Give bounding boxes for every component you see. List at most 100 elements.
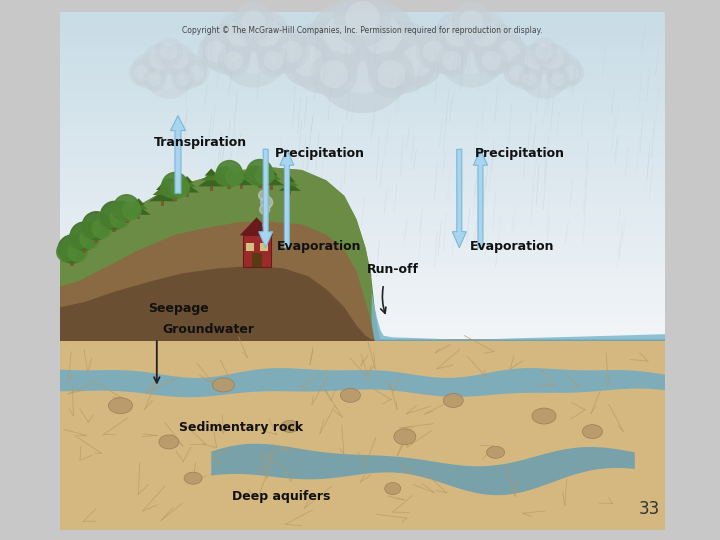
Circle shape xyxy=(552,60,575,82)
Bar xyxy=(60,68,665,74)
Bar xyxy=(60,192,665,197)
Circle shape xyxy=(368,51,415,98)
Bar xyxy=(210,185,212,191)
Polygon shape xyxy=(279,183,301,191)
Bar xyxy=(70,259,74,266)
Ellipse shape xyxy=(109,397,132,414)
Bar xyxy=(60,158,665,164)
Circle shape xyxy=(253,20,281,47)
Circle shape xyxy=(82,212,110,240)
Bar xyxy=(60,197,665,203)
Circle shape xyxy=(246,166,264,184)
Circle shape xyxy=(513,60,536,82)
Bar xyxy=(60,298,665,304)
Circle shape xyxy=(274,33,310,70)
Circle shape xyxy=(482,51,501,70)
Circle shape xyxy=(475,44,508,77)
Bar xyxy=(60,309,665,315)
Circle shape xyxy=(436,11,480,56)
Circle shape xyxy=(247,159,273,186)
Circle shape xyxy=(558,60,585,86)
Polygon shape xyxy=(153,186,174,195)
Circle shape xyxy=(437,19,505,87)
Ellipse shape xyxy=(444,394,463,408)
Circle shape xyxy=(402,45,433,77)
Text: Sedimentary rock: Sedimentary rock xyxy=(179,421,304,434)
Bar xyxy=(94,235,99,242)
Circle shape xyxy=(122,201,141,219)
Polygon shape xyxy=(149,191,176,201)
Bar xyxy=(60,18,665,23)
Circle shape xyxy=(491,33,527,70)
Circle shape xyxy=(451,33,492,74)
Circle shape xyxy=(171,179,189,197)
Circle shape xyxy=(310,51,357,98)
Polygon shape xyxy=(202,172,221,180)
Circle shape xyxy=(161,43,177,60)
Polygon shape xyxy=(258,149,273,248)
Bar xyxy=(228,183,231,189)
Polygon shape xyxy=(198,177,225,186)
Bar xyxy=(60,23,665,29)
Circle shape xyxy=(266,34,296,64)
Circle shape xyxy=(529,59,559,89)
Bar xyxy=(60,169,665,175)
Circle shape xyxy=(143,44,176,76)
Circle shape xyxy=(546,68,570,91)
Circle shape xyxy=(143,68,166,91)
Circle shape xyxy=(518,44,551,76)
Bar xyxy=(60,203,665,208)
Ellipse shape xyxy=(184,472,202,484)
Polygon shape xyxy=(60,368,665,397)
Bar xyxy=(60,208,665,214)
Circle shape xyxy=(442,51,462,70)
Bar xyxy=(60,259,665,265)
Circle shape xyxy=(504,60,530,86)
Bar xyxy=(60,315,665,321)
Circle shape xyxy=(334,0,391,47)
Polygon shape xyxy=(240,218,274,235)
Bar xyxy=(60,96,665,102)
Bar xyxy=(246,244,253,252)
Bar xyxy=(60,164,665,169)
Ellipse shape xyxy=(159,435,179,449)
Circle shape xyxy=(282,35,334,87)
Circle shape xyxy=(436,44,468,77)
Polygon shape xyxy=(233,173,250,180)
Text: Precipitation: Precipitation xyxy=(275,147,365,160)
Polygon shape xyxy=(474,149,487,248)
Polygon shape xyxy=(171,116,186,193)
Circle shape xyxy=(320,60,348,88)
Bar xyxy=(60,248,665,253)
Circle shape xyxy=(260,204,269,214)
Bar xyxy=(60,341,665,530)
Circle shape xyxy=(134,65,150,80)
Bar xyxy=(60,225,665,231)
Circle shape xyxy=(212,34,242,64)
Polygon shape xyxy=(60,167,372,279)
Bar xyxy=(258,181,261,188)
Bar xyxy=(240,184,243,189)
Circle shape xyxy=(362,16,402,55)
Text: Evaporation: Evaporation xyxy=(276,240,361,253)
Circle shape xyxy=(451,2,491,42)
Circle shape xyxy=(365,21,438,94)
Circle shape xyxy=(545,53,582,89)
Circle shape xyxy=(171,68,195,91)
Bar xyxy=(186,191,189,197)
Polygon shape xyxy=(260,177,284,185)
Bar xyxy=(60,220,665,225)
Bar xyxy=(60,40,665,46)
Circle shape xyxy=(202,24,252,74)
Bar xyxy=(60,12,665,18)
Bar xyxy=(243,235,271,267)
Bar xyxy=(60,214,665,220)
Text: Seepage: Seepage xyxy=(148,302,209,315)
Circle shape xyxy=(217,44,250,77)
Circle shape xyxy=(415,33,451,70)
Bar xyxy=(60,147,665,152)
Circle shape xyxy=(131,53,168,89)
Circle shape xyxy=(256,166,274,184)
Circle shape xyxy=(287,21,360,94)
Circle shape xyxy=(154,59,184,89)
